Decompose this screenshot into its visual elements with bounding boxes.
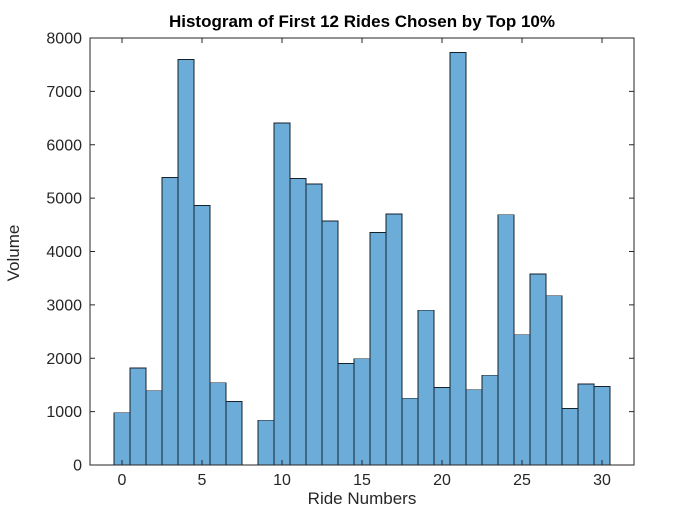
histogram-bar: [273, 122, 291, 466]
histogram-bar: [193, 205, 211, 466]
histogram-bar: [433, 387, 451, 466]
x-tick-label: 0: [118, 472, 127, 489]
y-tick-label: 0: [73, 458, 82, 475]
histogram-bar: [289, 177, 307, 466]
y-tick-label: 7000: [46, 84, 82, 101]
histogram-bar: [593, 386, 611, 466]
histogram-bar: [129, 367, 147, 466]
y-tick-label: 1000: [46, 404, 82, 421]
x-tick-label: 25: [513, 472, 531, 489]
histogram-bar: [545, 295, 563, 466]
x-tick-label: 30: [593, 472, 611, 489]
histogram-bar: [561, 407, 579, 466]
histogram-bar: [257, 419, 275, 466]
histogram-bar: [529, 273, 547, 466]
histogram-bar: [481, 374, 499, 466]
y-tick-label: 4000: [46, 244, 82, 261]
y-tick-label: 2000: [46, 351, 82, 368]
histogram-bar: [369, 231, 387, 466]
histogram-bar: [337, 363, 355, 466]
histogram-bar: [497, 214, 515, 466]
y-tick-label: 8000: [46, 31, 82, 48]
histogram-bar: [209, 382, 227, 466]
histogram-bar: [321, 220, 339, 466]
histogram-bar: [225, 401, 243, 466]
histogram-bar: [177, 58, 195, 466]
histogram-bar: [465, 389, 483, 466]
y-tick-label: 6000: [46, 137, 82, 154]
x-tick-label: 10: [273, 472, 291, 489]
histogram-bar: [513, 334, 531, 466]
histogram-bar: [161, 176, 179, 466]
x-axis-label: Ride Numbers: [307, 489, 417, 508]
histogram-bar: [577, 383, 595, 466]
histogram-bar: [353, 358, 371, 466]
y-tick-label: 5000: [46, 191, 82, 208]
histogram-bar: [145, 390, 163, 466]
histogram-bar: [401, 397, 419, 466]
histogram-bar: [305, 183, 323, 466]
chart-title: Histogram of First 12 Rides Chosen by To…: [168, 12, 556, 31]
x-tick-label: 20: [433, 472, 451, 489]
y-tick-label: 3000: [46, 297, 82, 314]
histogram-bar: [417, 309, 435, 466]
x-tick-label: 15: [353, 472, 371, 489]
histogram-bar: [385, 213, 403, 466]
histogram-bar: [449, 51, 467, 466]
x-tick-label: 5: [198, 472, 207, 489]
histogram-bar: [113, 412, 131, 466]
